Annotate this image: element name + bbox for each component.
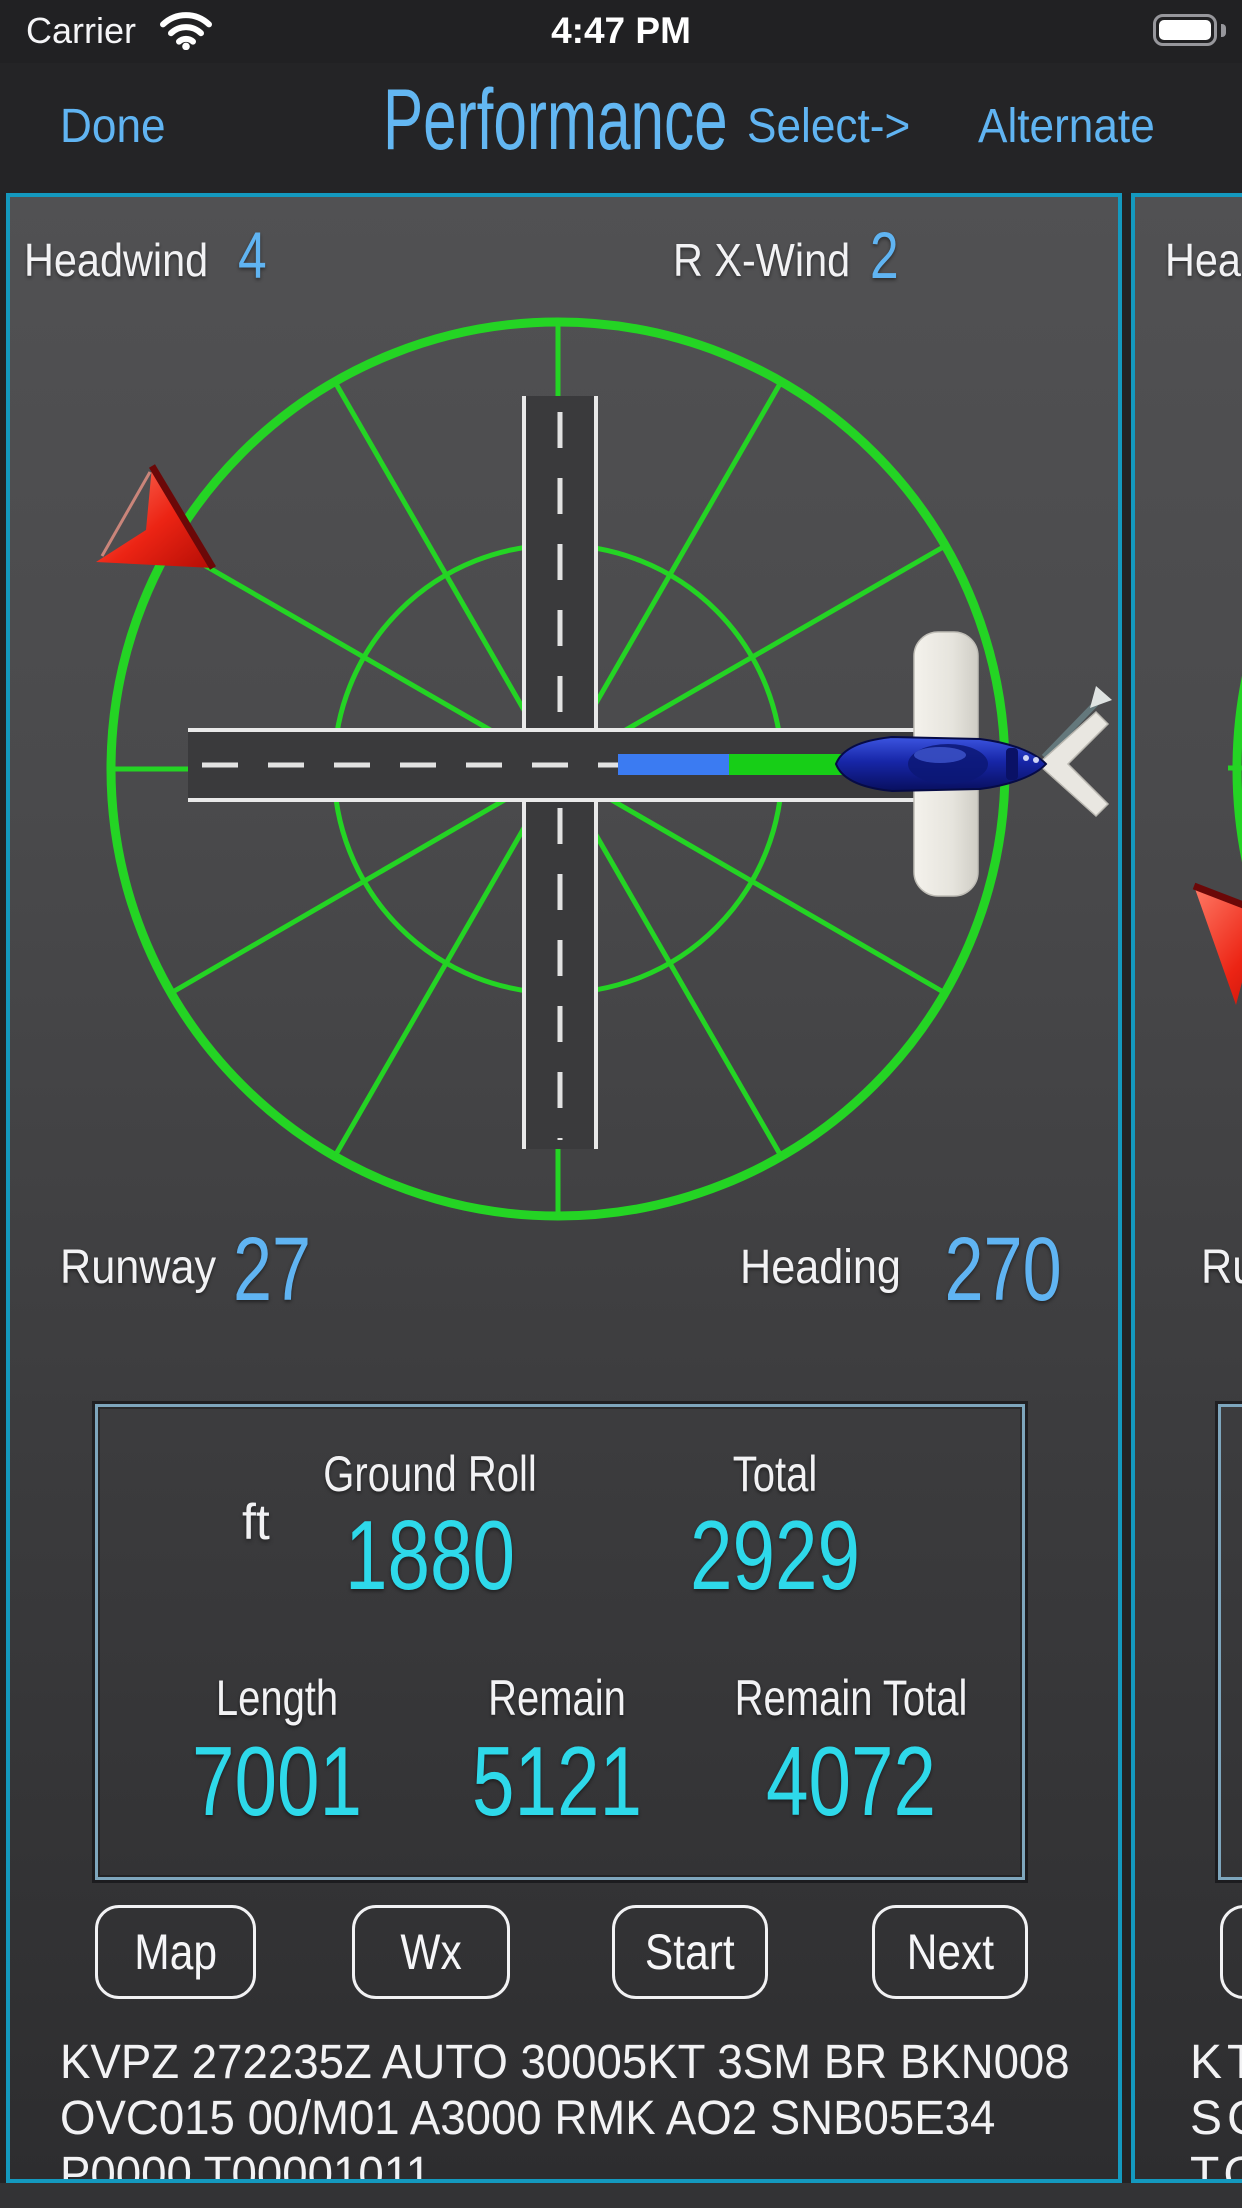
crosswind-value: 2 bbox=[870, 218, 899, 292]
ground-roll-label: Ground Roll bbox=[323, 1446, 537, 1502]
select-hint: Select-> bbox=[747, 100, 911, 153]
headwind-label: Headwind bbox=[24, 234, 209, 286]
heading-value: 270 bbox=[944, 1220, 1062, 1320]
runway-value: 27 bbox=[233, 1220, 312, 1320]
alt-metar-text: KT SC TO bbox=[1190, 2036, 1242, 2183]
carrier-label: Carrier bbox=[26, 10, 137, 51]
unit-label: ft bbox=[242, 1494, 270, 1550]
ground-roll-bar bbox=[618, 754, 729, 775]
done-button[interactable]: Done bbox=[60, 100, 166, 153]
results-box bbox=[95, 1404, 1025, 1880]
alt-headwind-label: Hea bbox=[1165, 234, 1241, 286]
map-button[interactable]: Map bbox=[95, 1905, 256, 1999]
battery-icon bbox=[1153, 14, 1217, 46]
page-title: Performance bbox=[383, 72, 728, 168]
alt-wind-arrow bbox=[1192, 882, 1242, 1005]
runway-label: Runway bbox=[60, 1241, 217, 1294]
wx-button[interactable]: Wx bbox=[352, 1905, 510, 1999]
length-value: 7001 bbox=[191, 1726, 363, 1836]
remain-label: Remain bbox=[488, 1670, 626, 1726]
total-value: 2929 bbox=[689, 1500, 861, 1610]
alternate-card: Hea Ru KT SC TO bbox=[1131, 193, 1242, 2183]
bottom-strip bbox=[0, 2183, 1242, 2208]
metar-text: KVPZ 272235Z AUTO 30005KT 3SM BR BKN008 … bbox=[60, 2036, 1070, 2183]
wifi-icon bbox=[160, 12, 212, 55]
total-label: Total bbox=[732, 1446, 818, 1502]
headwind-value: 4 bbox=[238, 218, 267, 292]
alt-runway-label: Ru bbox=[1201, 1241, 1242, 1294]
length-label: Length bbox=[215, 1670, 339, 1726]
ground-roll-value: 1880 bbox=[344, 1500, 516, 1610]
remaining-bar bbox=[729, 754, 862, 775]
wind-rose[interactable] bbox=[10, 197, 1118, 2179]
status-bar: Carrier 4:47 PM bbox=[0, 0, 1242, 63]
airplane bbox=[834, 631, 1112, 897]
start-button[interactable]: Start bbox=[612, 1905, 768, 1999]
wind-arrow bbox=[96, 464, 217, 570]
remain-total-label: Remain Total bbox=[734, 1670, 968, 1726]
remain-value: 5121 bbox=[471, 1726, 643, 1836]
alternate-wind-rose bbox=[1192, 676, 1242, 1005]
heading-label: Heading bbox=[740, 1241, 901, 1294]
performance-card: Headwind 4 R X-Wind 2 Runway 27 Heading … bbox=[6, 193, 1122, 2183]
nav-bar: Done Performance Select-> Alternate bbox=[0, 63, 1242, 193]
remain-total-value: 4072 bbox=[765, 1726, 937, 1836]
alt-map-button[interactable] bbox=[1220, 1905, 1242, 1999]
alternate-button[interactable]: Alternate bbox=[978, 100, 1155, 153]
alt-results-box bbox=[1218, 1404, 1242, 1880]
next-button[interactable]: Next bbox=[872, 1905, 1028, 1999]
crosswind-label: R X-Wind bbox=[673, 234, 851, 286]
clock: 4:47 PM bbox=[551, 10, 691, 51]
battery-nub bbox=[1221, 24, 1226, 37]
